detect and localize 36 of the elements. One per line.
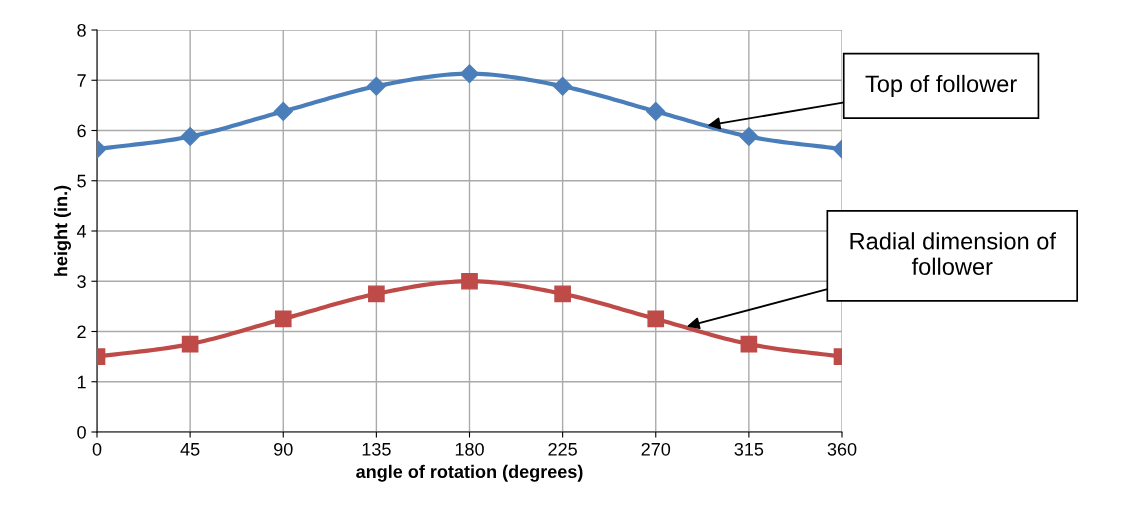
y-tick-label: 3 (77, 275, 86, 288)
x-tick-label: 225 (548, 442, 577, 456)
point (553, 76, 573, 96)
annotation: Radial dimension of follower (850, 232, 1056, 275)
x-tick-label: 90 (274, 442, 293, 456)
point (274, 310, 292, 328)
point (273, 101, 293, 121)
x-tick-label: 135 (362, 442, 391, 456)
point (459, 64, 480, 84)
x-tick-label: 360 (827, 442, 857, 456)
x-tick-label: 0 (92, 442, 102, 456)
y-tick-label: 6 (77, 124, 86, 138)
x-tick-label: 45 (180, 443, 200, 456)
point (181, 335, 199, 353)
y-tick-label: 8 (77, 23, 86, 37)
point (739, 126, 759, 147)
point (554, 285, 571, 303)
x-tick-label: 315 (734, 442, 764, 456)
y-tick-label: 1 (77, 375, 86, 389)
point (368, 285, 385, 303)
y-tick-label: 7 (77, 74, 86, 87)
point (461, 272, 478, 290)
y-tick-label: 0 (77, 425, 86, 439)
point (647, 310, 665, 328)
x-axis-title: angle of rotation (degrees) (356, 464, 583, 482)
y-tick-label: 2 (77, 325, 86, 339)
y-tick-label: 4 (76, 225, 87, 238)
annotation: Top of follower (865, 74, 1017, 97)
point (366, 76, 386, 96)
point (740, 335, 758, 353)
x-tick-label: 270 (641, 442, 671, 456)
point (180, 126, 200, 147)
y-axis-title: height (in.) (54, 185, 71, 276)
y-tick-label: 5 (77, 174, 86, 188)
x-tick-label: 180 (455, 442, 484, 456)
point (646, 101, 666, 121)
